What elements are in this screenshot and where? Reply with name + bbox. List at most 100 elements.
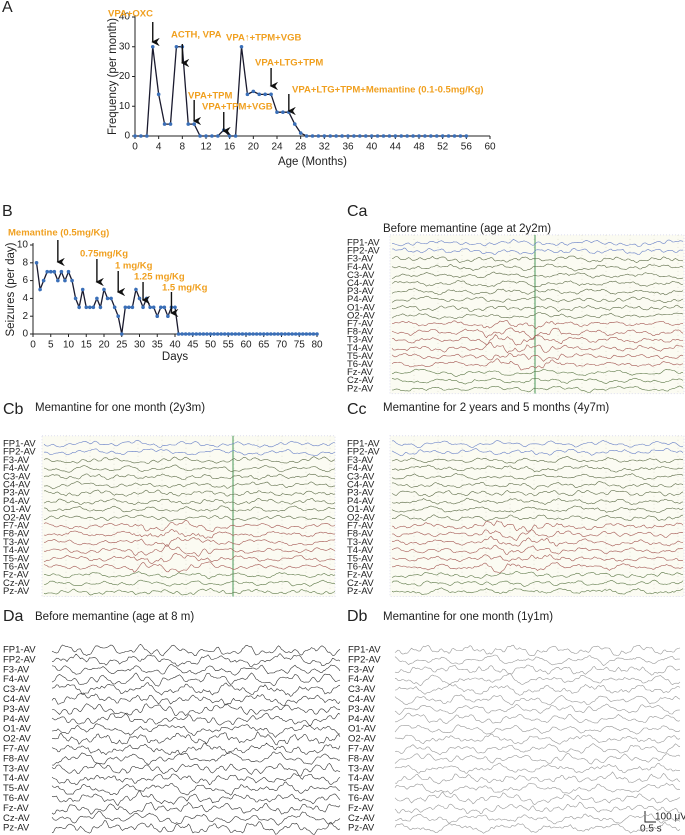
data-point xyxy=(304,332,309,336)
channel-label: C4-AV xyxy=(3,694,31,705)
eeg-trace xyxy=(391,579,684,587)
data-point xyxy=(190,332,195,336)
data-point xyxy=(245,92,250,97)
data-point xyxy=(316,134,321,138)
eeg-trace xyxy=(394,791,681,806)
eeg-trace xyxy=(51,820,341,835)
data-point xyxy=(141,305,145,310)
data-point xyxy=(281,110,285,114)
data-point xyxy=(105,296,110,301)
x-tick-label: 40 xyxy=(169,340,181,351)
panel-letter: Ca xyxy=(347,203,368,220)
channel-label: T3-AV xyxy=(347,335,374,346)
eeg-trace xyxy=(391,358,684,371)
data-point xyxy=(311,332,316,336)
channel-label: T6-AV xyxy=(347,562,374,573)
data-point xyxy=(210,134,214,138)
channel-label: O1-AV xyxy=(347,504,375,515)
eeg-trace xyxy=(394,703,681,715)
channel-label: F3-AV xyxy=(347,254,374,265)
data-point xyxy=(322,134,327,138)
data-point xyxy=(194,332,199,336)
channel-label: C4-AV xyxy=(348,694,376,705)
data-point xyxy=(144,296,149,301)
data-point xyxy=(204,134,208,138)
channel-label: T5-AV xyxy=(348,783,375,794)
data-point xyxy=(38,287,42,292)
channel-label: Cz-AV xyxy=(348,813,375,824)
x-tick-label: 15 xyxy=(81,340,93,351)
channel-label: T6-AV xyxy=(3,562,30,573)
channel-label: F8-AV xyxy=(347,327,374,338)
channel-label: F8-AV xyxy=(3,753,30,764)
x-tick-label: 36 xyxy=(342,142,354,153)
eeg-trace xyxy=(391,247,684,255)
channel-label: O1-AV xyxy=(348,724,376,735)
data-point xyxy=(272,332,277,336)
data-point xyxy=(98,305,103,310)
data-point xyxy=(166,314,170,319)
data-point xyxy=(130,305,135,310)
x-tick-label: 50 xyxy=(205,340,217,351)
channel-label: F3-AV xyxy=(3,455,30,466)
panel-letter: Da xyxy=(3,608,24,625)
channel-label: Cz-AV xyxy=(347,375,374,386)
data-point xyxy=(298,131,303,135)
x-tick-label: 35 xyxy=(152,340,164,351)
data-point xyxy=(133,134,137,138)
data-point xyxy=(244,332,248,336)
eeg-trace xyxy=(391,295,684,304)
channel-label: T5-AV xyxy=(3,553,30,564)
x-tick-label: 25 xyxy=(116,340,128,351)
channel-label: F7-AV xyxy=(3,744,30,755)
eeg-trace xyxy=(394,654,681,666)
channel-label: C3-AV xyxy=(3,684,31,695)
channel-label: T3-AV xyxy=(3,763,30,774)
panel-title: Before memantine (age at 2y2m) xyxy=(383,223,551,235)
data-point xyxy=(334,134,338,138)
x-tick-label: 44 xyxy=(390,142,402,153)
x-tick-label: 52 xyxy=(437,142,449,153)
channel-label: P4-AV xyxy=(347,496,374,507)
y-axis-label: Frequency (per month) xyxy=(107,18,119,135)
eeg-trace xyxy=(395,712,681,724)
data-point xyxy=(73,296,78,301)
data-point xyxy=(109,296,113,301)
channel-label: P3-AV xyxy=(347,488,374,499)
data-point xyxy=(215,332,220,336)
x-tick-label: 30 xyxy=(134,340,146,351)
data-point xyxy=(369,134,374,138)
data-point xyxy=(310,134,315,138)
data-point xyxy=(254,332,259,336)
channel-label: Fz-AV xyxy=(347,367,373,378)
data-point xyxy=(176,332,181,336)
channel-label: FP2-AV xyxy=(348,654,381,665)
eeg-trace xyxy=(51,723,341,738)
x-tick-label: 65 xyxy=(258,340,270,351)
y-tick-label: 0 xyxy=(22,329,28,340)
channel-label: F3-AV xyxy=(348,664,375,675)
data-point xyxy=(352,134,356,138)
channel-label: P3-AV xyxy=(347,286,374,297)
eeg-trace xyxy=(391,505,684,513)
y-tick-label: 0 xyxy=(124,131,130,142)
eeg-trace xyxy=(51,643,341,657)
eeg-trace xyxy=(391,368,683,377)
data-point xyxy=(127,305,131,310)
eeg-trace xyxy=(394,801,681,815)
x-tick-label: 20 xyxy=(248,142,260,153)
data-point xyxy=(219,332,223,336)
y-tick-label: 30 xyxy=(119,41,131,52)
data-point xyxy=(230,332,234,336)
annotation: Memantine (0.5mg/Kg) xyxy=(8,228,109,239)
scale-amplitude: 100 μV xyxy=(655,812,685,823)
x-tick-label: 45 xyxy=(187,340,199,351)
data-point xyxy=(399,134,404,138)
eeg-trace xyxy=(391,320,684,330)
x-tick-label: 60 xyxy=(484,142,496,153)
data-point xyxy=(173,305,177,310)
x-tick-label: 4 xyxy=(156,142,162,153)
eeg-trace xyxy=(43,456,336,464)
channel-label: T4-AV xyxy=(3,545,30,556)
channel-label: O2-AV xyxy=(347,512,375,523)
